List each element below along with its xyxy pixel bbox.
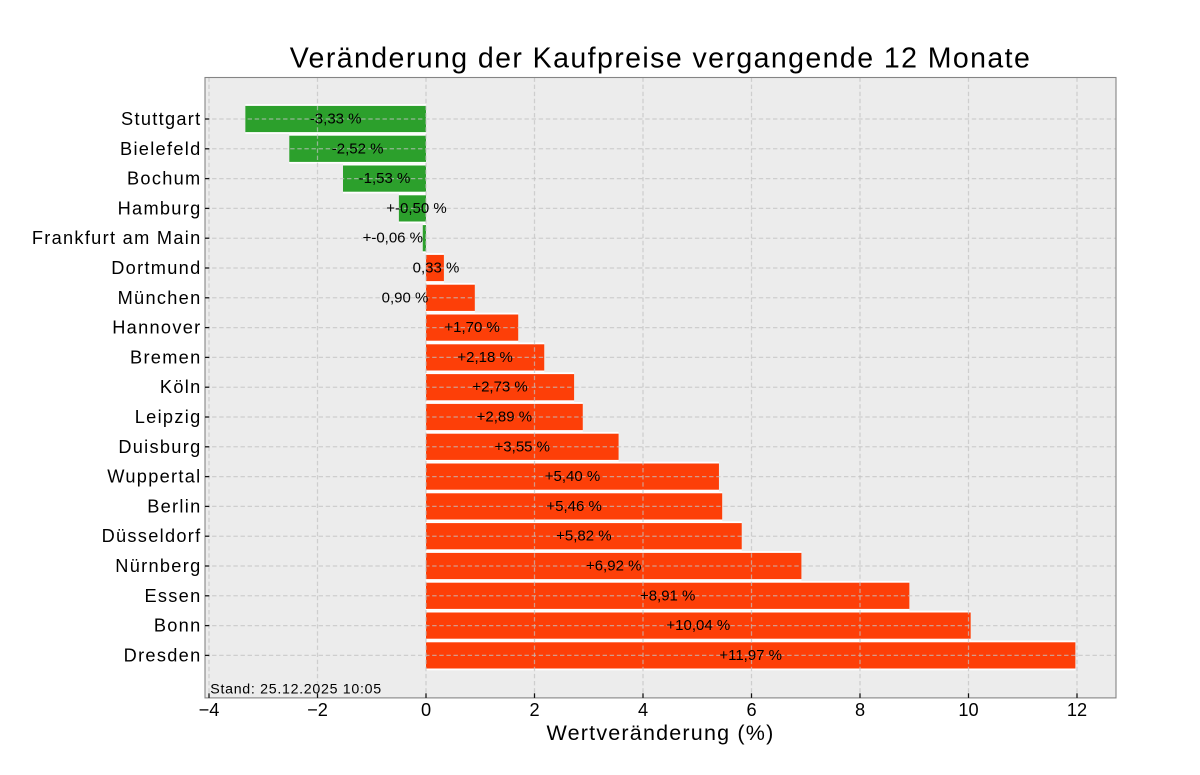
svg-text:Veränderung der Kaufpreise ver: Veränderung der Kaufpreise vergangende 1… [290,43,1032,75]
svg-text:0,90 %: 0,90 % [382,289,429,306]
svg-text:Frankfurt am Main: Frankfurt am Main [32,228,202,248]
svg-text:Hamburg: Hamburg [118,198,202,218]
svg-text:Stand: 25.12.2025 10:05: Stand: 25.12.2025 10:05 [210,681,382,697]
svg-text:München: München [118,288,202,308]
svg-text:10: 10 [958,700,978,720]
svg-text:+10,04 %: +10,04 % [666,617,730,634]
svg-text:−2: −2 [307,700,328,720]
svg-text:+-0,06 %: +-0,06 % [363,230,423,247]
svg-text:+2,89 %: +2,89 % [477,409,532,426]
svg-text:−4: −4 [199,700,220,720]
svg-text:+11,97 %: +11,97 % [719,647,782,664]
svg-text:Bonn: Bonn [154,616,202,636]
svg-text:+-0,50 %: +-0,50 % [386,200,446,217]
svg-text:+1,70 %: +1,70 % [444,319,499,336]
svg-text:6: 6 [746,700,756,720]
svg-text:Bremen: Bremen [130,347,201,367]
svg-text:Wertveränderung (%): Wertveränderung (%) [547,721,775,745]
svg-text:+5,82 %: +5,82 % [556,528,611,545]
svg-text:Duisburg: Duisburg [118,437,201,457]
svg-text:+8,91 %: +8,91 % [640,587,695,604]
svg-text:Dresden: Dresden [124,645,202,665]
svg-text:12: 12 [1067,700,1087,720]
svg-text:Stuttgart: Stuttgart [121,109,201,129]
svg-text:Bochum: Bochum [127,169,202,189]
svg-text:Essen: Essen [144,586,201,606]
svg-text:-2,52 %: -2,52 % [332,140,384,157]
svg-text:Dortmund: Dortmund [111,258,201,278]
svg-text:8: 8 [855,700,865,720]
svg-text:4: 4 [638,700,648,720]
svg-text:Düsseldorf: Düsseldorf [102,526,202,546]
svg-text:+2,18 %: +2,18 % [457,349,512,366]
svg-text:+6,92 %: +6,92 % [586,558,641,575]
svg-text:Nürnberg: Nürnberg [115,556,201,576]
svg-text:Köln: Köln [160,377,202,397]
svg-text:-1,53 %: -1,53 % [359,170,411,187]
svg-text:+2,73 %: +2,73 % [472,379,527,396]
svg-text:Bielefeld: Bielefeld [120,139,201,159]
svg-text:Wuppertal: Wuppertal [107,467,201,487]
svg-text:0,33 %: 0,33 % [413,260,460,277]
svg-text:2: 2 [529,700,539,720]
svg-text:+5,40 %: +5,40 % [545,468,600,485]
svg-text:+3,55 %: +3,55 % [495,438,550,455]
svg-text:0: 0 [421,700,431,720]
svg-text:Berlin: Berlin [147,496,201,516]
svg-text:+5,46 %: +5,46 % [546,498,601,515]
svg-text:Leipzig: Leipzig [135,407,202,427]
svg-text:-3,33 %: -3,33 % [310,111,362,128]
svg-text:Hannover: Hannover [112,318,201,338]
